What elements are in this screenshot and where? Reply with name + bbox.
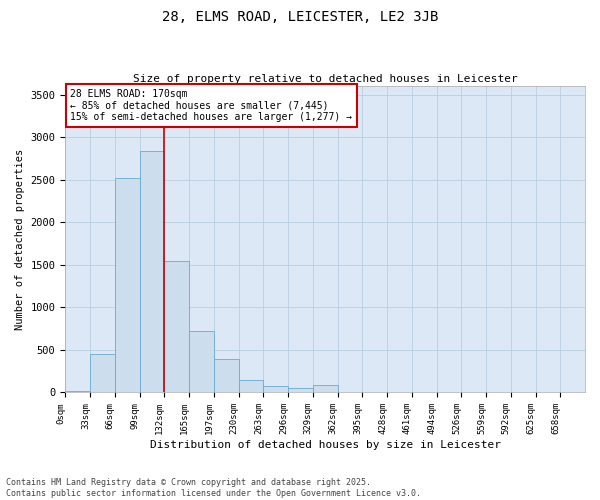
Bar — [263, 386, 288, 392]
Bar — [313, 385, 338, 392]
Bar — [288, 388, 313, 392]
X-axis label: Distribution of detached houses by size in Leicester: Distribution of detached houses by size … — [149, 440, 500, 450]
Text: 28 ELMS ROAD: 170sqm
← 85% of detached houses are smaller (7,445)
15% of semi-de: 28 ELMS ROAD: 170sqm ← 85% of detached h… — [70, 89, 352, 122]
Y-axis label: Number of detached properties: Number of detached properties — [15, 148, 25, 330]
Title: Size of property relative to detached houses in Leicester: Size of property relative to detached ho… — [133, 74, 518, 84]
Bar — [189, 331, 214, 392]
Bar — [140, 151, 164, 392]
Text: Contains HM Land Registry data © Crown copyright and database right 2025.
Contai: Contains HM Land Registry data © Crown c… — [6, 478, 421, 498]
Bar — [214, 360, 239, 392]
Bar — [164, 262, 189, 392]
Bar — [115, 178, 140, 392]
Bar — [239, 380, 263, 392]
Text: 28, ELMS ROAD, LEICESTER, LE2 3JB: 28, ELMS ROAD, LEICESTER, LE2 3JB — [162, 10, 438, 24]
Bar — [90, 354, 115, 393]
Bar — [65, 391, 90, 392]
